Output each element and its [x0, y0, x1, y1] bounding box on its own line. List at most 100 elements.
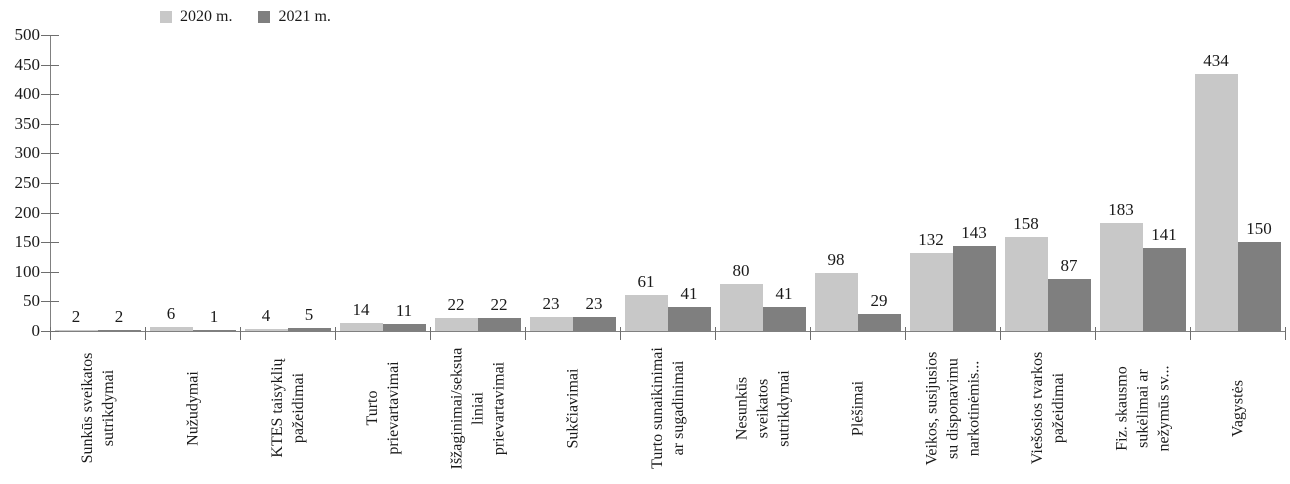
category-label-line: sutrikdymai [99, 369, 117, 447]
y-axis-tick [41, 212, 59, 214]
category-label-line: Sukčiavimai [564, 368, 581, 448]
legend-swatch-2021-icon [258, 11, 271, 23]
legend-item-2020: 2020 m. [160, 8, 232, 26]
category-label: Sunkūs sveikatos sutrikdymai [77, 333, 119, 483]
bar-2021m [97, 330, 141, 331]
y-axis-tick [41, 94, 59, 96]
bar-2020m [1099, 223, 1143, 331]
bar-2020m [149, 327, 193, 331]
x-axis-tick [620, 327, 621, 340]
x-axis-tick [715, 327, 716, 340]
category-label-line: pažeidimai [1049, 372, 1067, 444]
x-axis-tick [1095, 327, 1096, 340]
value-label: 11 [395, 301, 413, 320]
legend-label-2021: 2021 m. [278, 8, 331, 25]
bar-2021m [1237, 242, 1281, 331]
category-label-line: Veikos, susijusios [923, 351, 940, 465]
value-label: 41 [680, 284, 698, 303]
category-label: Fiz. skausmo sukėlimai ar nežymūs sv... [1111, 333, 1174, 483]
bar-2021m [1142, 248, 1186, 331]
value-label: 158 [1013, 214, 1039, 233]
bar-2021m [192, 330, 236, 331]
category-label: Turto sunaikinimai ar sugadinimai [647, 333, 689, 483]
category-label-line: Turto sunaikinimai [648, 347, 666, 469]
value-label: 434 [1203, 51, 1229, 70]
category-label-line: Vagystės [1229, 379, 1246, 437]
value-label: 29 [870, 291, 888, 310]
legend-item-2021: 2021 m. [258, 8, 331, 26]
y-tick-label: 100 [14, 261, 41, 281]
y-tick-label: 300 [14, 143, 41, 163]
category-label-line: Viešosios tvarkos [1028, 351, 1046, 465]
y-tick-label: 250 [14, 173, 41, 192]
x-axis [50, 331, 1285, 332]
bar-2020m [54, 330, 98, 331]
value-label: 22 [490, 295, 508, 314]
bar-2020m [1194, 74, 1238, 331]
category-label-line: Fiz. skausmo [1113, 365, 1130, 451]
category-label: Veikos, susijusios su disponavimu narkotin… [921, 333, 984, 483]
y-tick-label: 150 [14, 232, 41, 252]
category-label-line: sutrikdymai [775, 369, 792, 447]
category-label-line: nežymūs sv... [1155, 364, 1172, 452]
value-label: 132 [918, 230, 944, 249]
y-axis-tick [41, 153, 59, 155]
x-axis-tick [50, 327, 51, 340]
category-label-line: su disponavimu [944, 357, 961, 459]
category-label-line: Nužudymai [184, 370, 201, 446]
category-label-line: liniai [469, 391, 486, 425]
category-label: Plėšimai [847, 333, 868, 483]
bar-2020m [434, 318, 478, 331]
category-label-line: KTES taisyklių [268, 358, 286, 458]
bar-2021m [1047, 279, 1091, 331]
value-label: 6 [166, 304, 176, 323]
bar-2021m [762, 307, 806, 331]
value-label: 2 [71, 307, 81, 326]
value-label: 150 [1246, 219, 1272, 238]
legend-label-2020: 2020 m. [180, 8, 233, 25]
y-axis-tick [41, 301, 59, 303]
value-label: 5 [304, 305, 314, 324]
value-label: 41 [775, 284, 793, 303]
value-label: 98 [827, 250, 845, 269]
category-label: KTES taisyklių pažeidimai [267, 333, 309, 483]
x-axis-tick [1190, 327, 1191, 340]
x-axis-tick [525, 327, 526, 340]
bar-2020m [529, 317, 573, 331]
value-label: 22 [447, 295, 465, 314]
bar-2020m [624, 295, 668, 331]
x-axis-tick [1285, 327, 1286, 340]
y-tick-label: 200 [14, 202, 41, 222]
bar-2020m [719, 284, 763, 331]
x-axis-tick [1000, 327, 1001, 340]
value-label: 183 [1108, 200, 1134, 219]
x-axis-tick [335, 327, 336, 340]
category-label: Viešosios tvarkos pažeidimai [1027, 333, 1069, 483]
bar-2021m [857, 314, 901, 331]
x-axis-tick [905, 327, 906, 340]
y-tick-label: 400 [14, 84, 41, 104]
category-label-line: Išžaginimai/seksua [448, 347, 465, 469]
value-label: 23 [542, 294, 560, 313]
value-label: 1 [209, 307, 219, 326]
y-tick-label: 0 [31, 321, 41, 340]
y-axis-tick [41, 242, 59, 244]
category-label: Vagystės [1227, 333, 1248, 483]
bar-2021m [287, 328, 331, 331]
y-tick-label: 500 [14, 25, 41, 44]
value-label: 23 [585, 294, 603, 313]
bar-2021m [667, 307, 711, 331]
category-label: Nužudymai [182, 333, 203, 483]
category-label: Turto prievartavimai [362, 333, 404, 483]
x-axis-tick [240, 327, 241, 340]
category-label: Sukčiavimai [562, 333, 583, 483]
bar-2020m [1004, 237, 1048, 331]
bar-2021m [952, 246, 996, 331]
value-label: 61 [637, 272, 655, 291]
y-tick-label: 50 [23, 291, 40, 311]
value-label: 4 [261, 306, 271, 325]
value-label: 80 [732, 261, 750, 280]
category-label-line: sveikatos [754, 378, 771, 438]
category-label-line: Sunkūs sveikatos [78, 352, 96, 464]
